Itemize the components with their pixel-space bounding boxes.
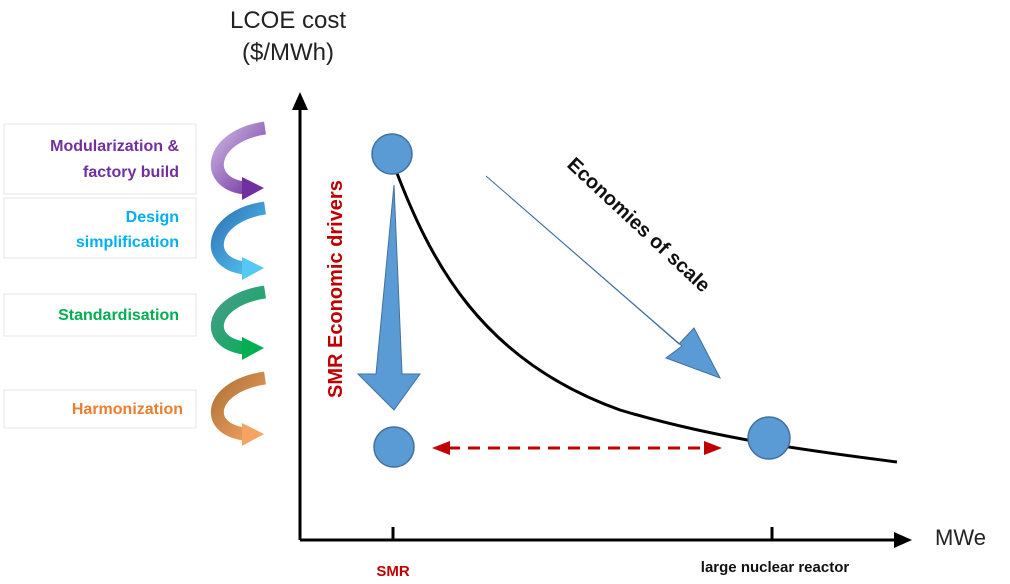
y-axis-title-line2: ($/MWh) xyxy=(242,39,334,66)
x-axis xyxy=(300,532,912,548)
economies-of-scale-label: Economies of scale xyxy=(563,154,715,297)
driver-label-modularization-line2: factory build xyxy=(83,164,179,181)
driver-label-harmonization: Harmonization xyxy=(72,401,183,418)
smr-reduced-cost-point xyxy=(373,426,415,468)
driver-arrow-modularization xyxy=(211,121,267,200)
driver-label-standardisation: Standardisation xyxy=(58,307,179,324)
smr-initial-cost-point xyxy=(371,133,413,175)
driver-label-design-line1: Design xyxy=(126,209,179,226)
smr-economic-drivers-label: SMR Economic drivers xyxy=(325,180,347,398)
y-axis-title-line1: LCOE cost xyxy=(230,7,346,34)
economies-of-scale-arrow xyxy=(485,175,722,379)
tick-label-smr: SMR xyxy=(376,563,410,580)
driver-arrow-standardisation xyxy=(210,285,267,360)
driver-label-modularization-line1: Modularization & xyxy=(50,138,179,155)
y-axis xyxy=(292,92,308,540)
driver-boxes xyxy=(3,123,197,429)
driver-label-design-line2: simplification xyxy=(76,234,179,251)
driver-arrow-harmonization xyxy=(210,371,267,446)
x-axis-title: MWe xyxy=(935,525,986,550)
driver-arrow-design xyxy=(211,201,267,280)
large-reactor-cost-point xyxy=(747,416,791,460)
cost-parity-dashed-arrow xyxy=(432,441,722,455)
tick-label-large-reactor: large nuclear reactor xyxy=(701,559,850,576)
cost-curve xyxy=(393,167,898,464)
smr-drivers-down-arrow xyxy=(356,184,421,411)
